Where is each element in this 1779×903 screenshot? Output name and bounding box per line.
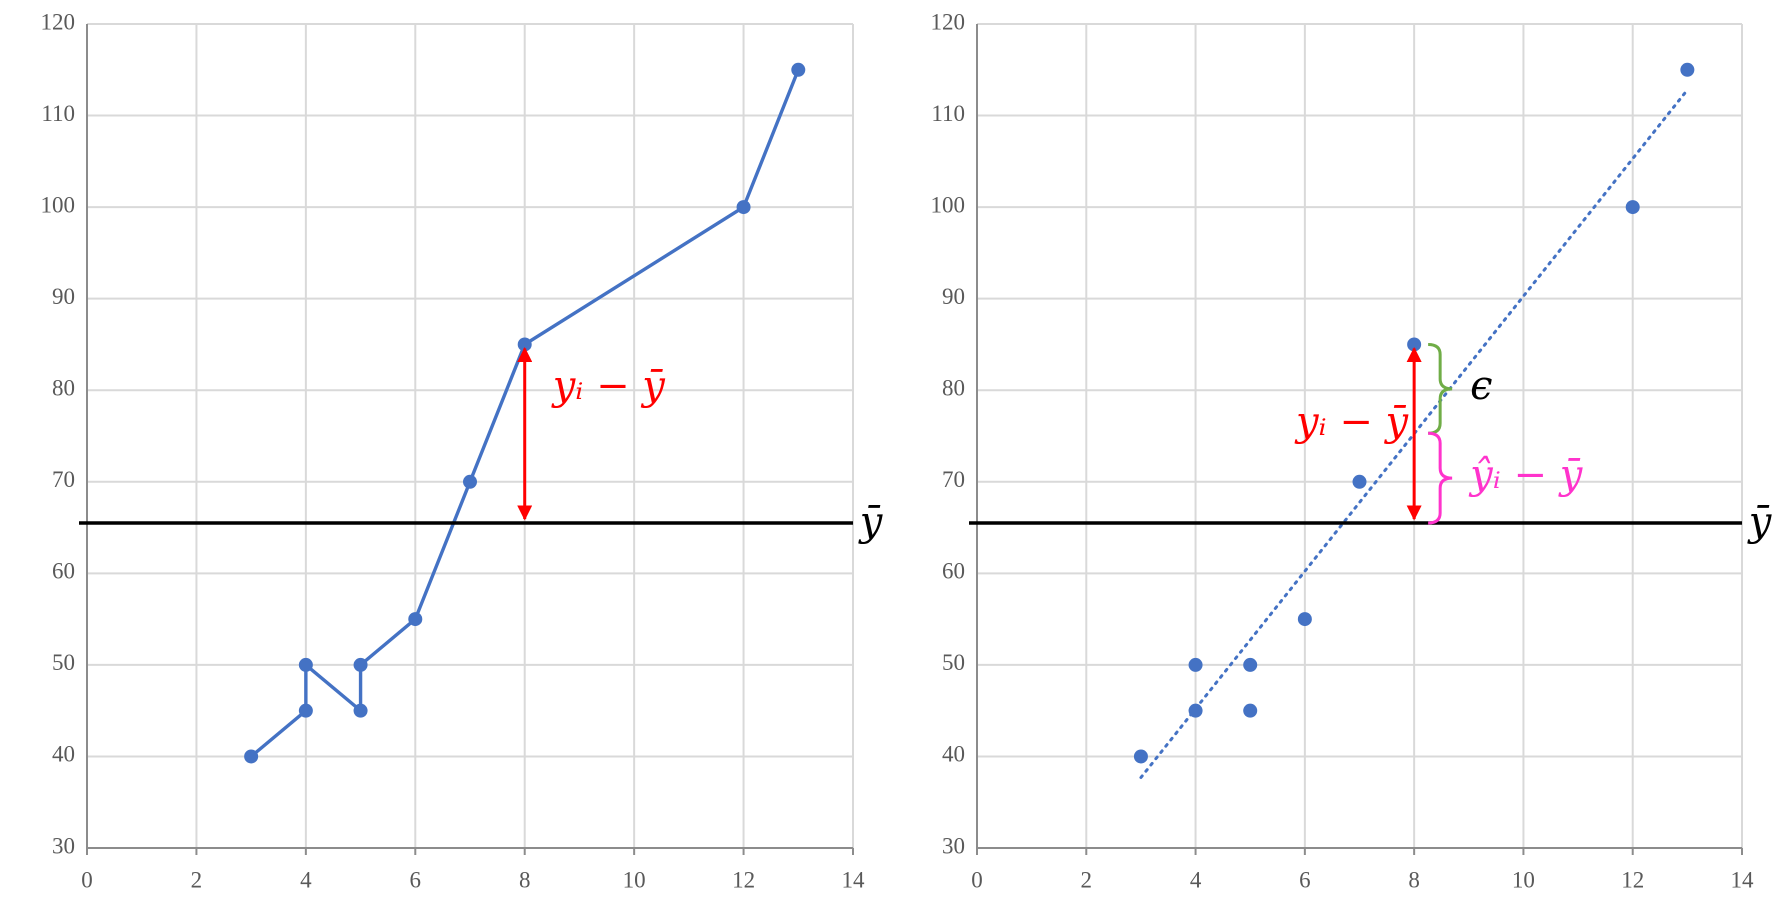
y-tick-label: 40 bbox=[942, 742, 965, 767]
y-tick-label: 60 bbox=[52, 559, 75, 584]
data-point bbox=[736, 200, 751, 215]
y-tick-label: 70 bbox=[52, 467, 75, 492]
y-tick-label: 90 bbox=[52, 284, 75, 309]
data-line bbox=[250, 69, 800, 758]
y-tick-label: 30 bbox=[942, 833, 965, 858]
brace-label: ŷᵢ − ȳ bbox=[1468, 452, 1584, 498]
x-tick-label: 2 bbox=[191, 867, 203, 892]
y-tick-label: 120 bbox=[41, 9, 76, 34]
y-tick-label: 100 bbox=[931, 192, 966, 217]
x-tick-label: 4 bbox=[1190, 867, 1202, 892]
data-point bbox=[1243, 657, 1258, 672]
data-point bbox=[408, 612, 423, 627]
y-tick-label: 120 bbox=[931, 9, 966, 34]
data-point bbox=[353, 657, 368, 672]
brace bbox=[1428, 342, 1453, 435]
x-tick-label: 12 bbox=[732, 867, 755, 892]
y-tick-label: 90 bbox=[942, 284, 965, 309]
arrow-label: yᵢ − ȳ bbox=[1294, 399, 1410, 445]
data-point bbox=[1625, 200, 1640, 215]
x-tick-label: 10 bbox=[1512, 867, 1535, 892]
x-tick-label: 6 bbox=[410, 867, 422, 892]
x-tick-label: 14 bbox=[1731, 867, 1755, 892]
data-point bbox=[1243, 703, 1258, 718]
data-point bbox=[1297, 612, 1312, 627]
x-tick-label: 10 bbox=[623, 867, 646, 892]
data-point bbox=[298, 703, 313, 718]
y-tick-label: 110 bbox=[41, 101, 75, 126]
y-tick-label: 40 bbox=[52, 742, 75, 767]
x-tick-label: 12 bbox=[1621, 867, 1644, 892]
data-point bbox=[791, 62, 806, 77]
y-tick-label: 50 bbox=[52, 650, 75, 675]
data-point bbox=[353, 703, 368, 718]
y-tick-label: 70 bbox=[942, 467, 965, 492]
x-tick-label: 4 bbox=[300, 867, 312, 892]
x-tick-label: 8 bbox=[1408, 867, 1420, 892]
x-tick-label: 0 bbox=[971, 867, 983, 892]
arrow-label: yᵢ − ȳ bbox=[551, 363, 667, 409]
x-tick-label: 8 bbox=[519, 867, 531, 892]
data-point bbox=[1188, 657, 1203, 672]
x-tick-label: 0 bbox=[81, 867, 93, 892]
brace bbox=[1428, 431, 1453, 525]
data-point bbox=[1680, 62, 1695, 77]
data-point bbox=[244, 749, 259, 764]
x-tick-label: 14 bbox=[842, 867, 866, 892]
x-tick-label: 2 bbox=[1081, 867, 1093, 892]
y-tick-label: 100 bbox=[41, 192, 76, 217]
data-point bbox=[463, 474, 477, 489]
x-tick-label: 6 bbox=[1299, 867, 1311, 892]
mean-label: ȳ bbox=[858, 499, 884, 545]
data-point bbox=[298, 657, 313, 672]
y-tick-label: 110 bbox=[931, 101, 965, 126]
y-tick-label: 30 bbox=[52, 833, 75, 858]
y-tick-label: 80 bbox=[52, 376, 75, 401]
data-point bbox=[1352, 474, 1367, 489]
y-tick-label: 50 bbox=[942, 650, 965, 675]
y-tick-label: 60 bbox=[942, 559, 965, 584]
mean-label: ȳ bbox=[1747, 499, 1773, 545]
brace-label: ϵ bbox=[1470, 363, 1492, 409]
data-point bbox=[1133, 749, 1148, 764]
y-tick-label: 80 bbox=[942, 376, 965, 401]
